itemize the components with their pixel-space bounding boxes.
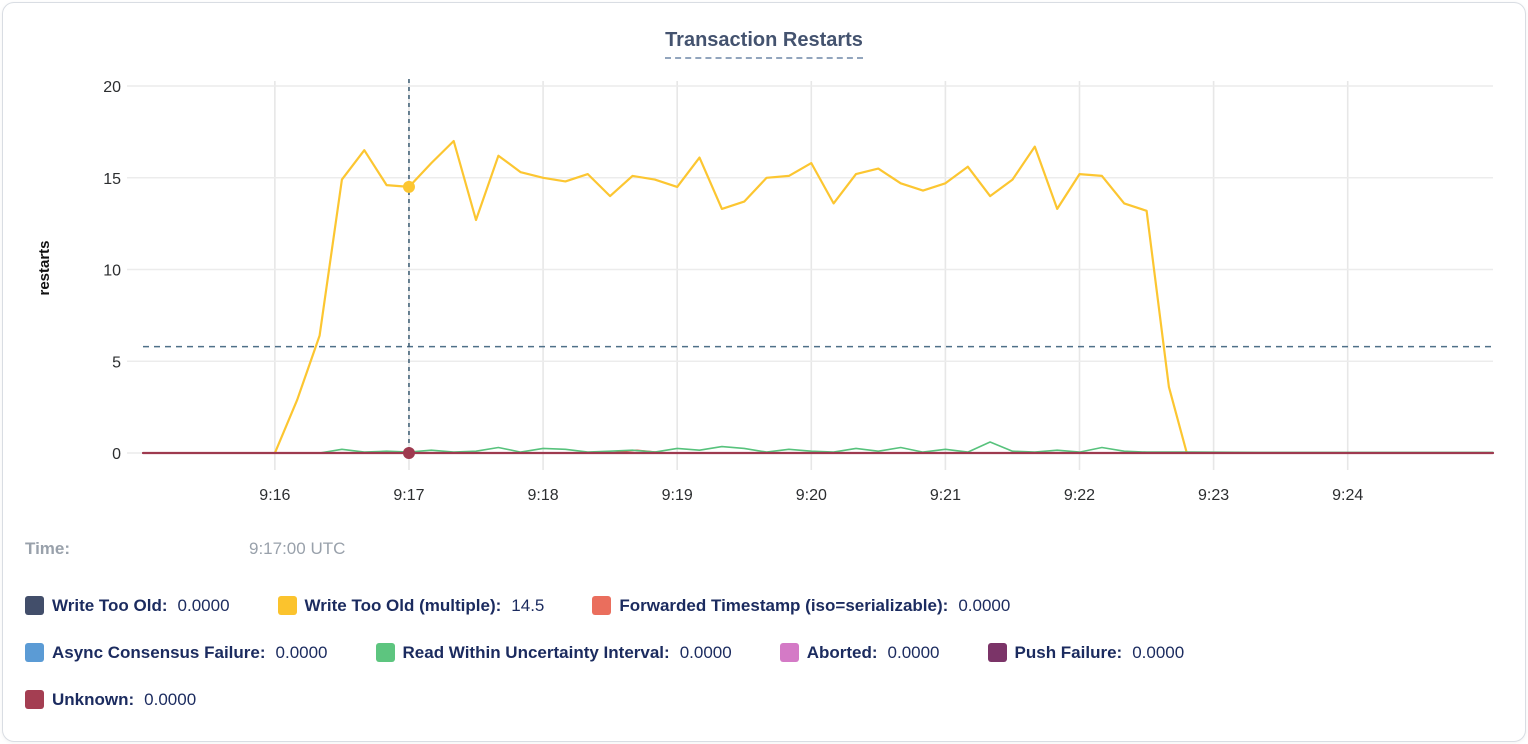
legend-row: Async Consensus Failure: 0.0000 Read Withi… <box>25 642 1515 663</box>
series-line-read-within-uncertainty-interval <box>318 441 1494 454</box>
legend-label: Async Consensus Failure: <box>52 642 266 662</box>
legend-item-unknown: Unknown: 0.0000 <box>25 690 196 710</box>
time-value: 9:17:00 UTC <box>249 539 346 558</box>
read-within-uncertainty-interval-swatch-icon <box>375 643 395 662</box>
cursor-dot-unknown <box>402 447 415 459</box>
async-consensus-failure-swatch-icon <box>25 643 44 662</box>
transaction-restarts-chart[interactable]: 9:16 9:17 9:18 9:19 9:20 9:21 9:22 9:23 9:24 0 5 10… <box>3 3 1526 515</box>
y-axis-label: restarts <box>36 240 53 295</box>
unknown-swatch-icon <box>25 690 44 709</box>
y-tick-label: 5 <box>112 354 121 371</box>
legend-label: Write Too Old: <box>52 595 168 615</box>
y-tick-label: 15 <box>103 171 121 188</box>
x-tick-label: 9:19 <box>662 487 693 504</box>
legend-value: 0.0000 <box>275 642 328 662</box>
legend-value: 0.0000 <box>177 595 230 615</box>
push-failure-swatch-icon <box>987 643 1007 662</box>
chart-title-wrap: Transaction Restarts <box>3 29 1525 59</box>
x-tick-label: 9:22 <box>1064 487 1095 504</box>
x-tick-label: 9:21 <box>930 487 961 504</box>
legend-item-write-too-old: Write Too Old: 0.0000 <box>25 596 230 616</box>
x-tick-label: 9:24 <box>1332 487 1363 504</box>
legend-item-async-consensus-failure: Async Consensus Failure: 0.0000 <box>25 643 328 663</box>
cursor-time-row: Time: 9:17:00 UTC <box>25 539 725 561</box>
legend-item-aborted: Aborted: 0.0000 <box>779 642 940 663</box>
legend-label: Unknown: <box>52 689 135 709</box>
x-tick-label: 9:17 <box>393 487 424 504</box>
time-label: Time: <box>25 539 71 558</box>
legend-value: 0.0000 <box>887 642 940 662</box>
x-tick-label: 9:16 <box>259 487 290 504</box>
legend-row: Write Too Old: 0.0000 Write Too Old (multi… <box>25 595 1515 616</box>
legend-label: Push Failure: <box>1014 642 1123 662</box>
cursor-dot-write-too-old-multiple <box>402 180 415 193</box>
x-tick-label: 9:20 <box>796 487 827 504</box>
legend-value: 0.0000 <box>144 689 197 709</box>
x-tick-label: 9:18 <box>528 487 559 504</box>
legend-item-push-failure: Push Failure: 0.0000 <box>987 642 1185 663</box>
series-line-write-too-old-multiple <box>273 139 1188 455</box>
legend-label: Forwarded Timestamp (iso=serializable): <box>619 595 949 615</box>
chart-title[interactable]: Transaction Restarts <box>665 29 863 59</box>
legend-value: 0.0000 <box>679 642 732 662</box>
legend-label: Write Too Old (multiple): <box>304 595 502 615</box>
legend-item-write-too-old-multiple: Write Too Old (multiple): 14.5 <box>277 595 545 616</box>
legend: Write Too Old: 0.0000 Write Too Old (multi… <box>25 595 1515 736</box>
legend-item-forwarded-timestamp-iso-serializable: Forwarded Timestamp (iso=serializable): 0… <box>592 596 1010 616</box>
legend-value: 0.0000 <box>1132 642 1185 662</box>
forwarded-timestamp-iso-serializable-swatch-icon <box>592 596 612 615</box>
legend-label: Read Within Uncertainty Interval: <box>402 642 670 662</box>
aborted-swatch-icon <box>779 643 799 662</box>
y-tick-label: 0 <box>112 446 121 463</box>
legend-label: Aborted: <box>806 642 878 662</box>
legend-value: 14.5 <box>511 595 545 615</box>
y-tick-label: 20 <box>103 79 121 96</box>
write-too-old-swatch-icon <box>25 596 44 615</box>
legend-row: Unknown: 0.0000 <box>25 689 1515 710</box>
x-tick-label: 9:23 <box>1198 487 1229 504</box>
legend-item-read-within-uncertainty-interval: Read Within Uncertainty Interval: 0.0000 <box>375 642 732 663</box>
legend-value: 0.0000 <box>958 595 1011 615</box>
y-tick-label: 10 <box>103 263 121 280</box>
write-too-old-multiple-swatch-icon <box>277 596 297 615</box>
